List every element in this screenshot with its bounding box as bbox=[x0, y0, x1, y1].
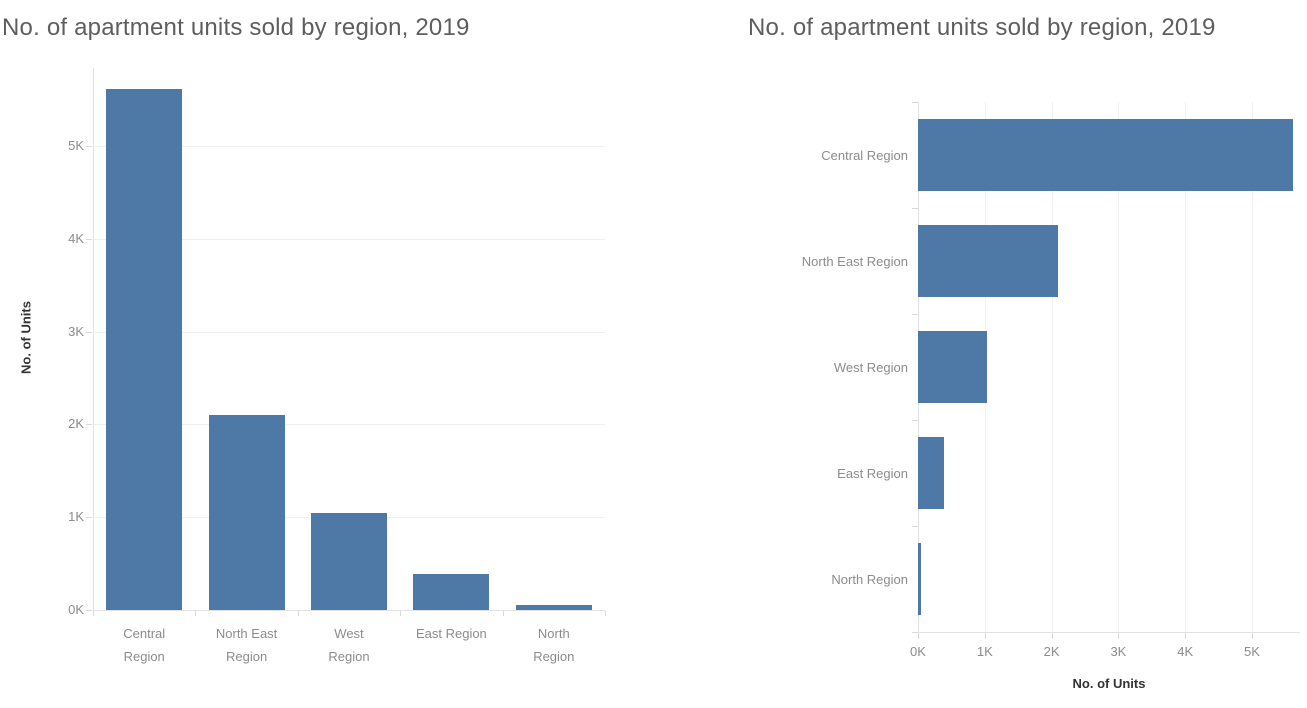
x-baseline bbox=[93, 610, 605, 611]
bar-east-region[interactable] bbox=[413, 573, 490, 610]
y-axis-title: No. of Units bbox=[18, 301, 34, 374]
row-tick-mark bbox=[912, 632, 918, 633]
y-gridline-2K bbox=[93, 424, 605, 426]
bar-east-region[interactable] bbox=[918, 437, 945, 509]
y-axis-line bbox=[93, 68, 94, 610]
y-tick-label-3k: 3K bbox=[68, 323, 84, 339]
y-gridline-3K bbox=[93, 331, 605, 333]
category-label-line: Region bbox=[123, 649, 165, 664]
x-tick-mark bbox=[1185, 633, 1187, 639]
x-tick-label-5k: 5K bbox=[1244, 644, 1260, 659]
y-tick-mark bbox=[86, 610, 92, 611]
x-tick-label-3k: 3K bbox=[1110, 644, 1127, 659]
category-label-line: North East bbox=[215, 626, 278, 641]
x-gridline-4K bbox=[1185, 102, 1187, 632]
category-label-central-region: Central Region bbox=[93, 622, 195, 668]
category-label-line: West bbox=[334, 626, 364, 641]
x-tick-mark bbox=[1118, 633, 1120, 639]
category-tick-mark bbox=[297, 611, 299, 616]
x-tick-label-1k: 1K bbox=[976, 644, 993, 659]
right-chart-title: No. of apartment units sold by region, 2… bbox=[748, 14, 1216, 41]
x-gridline-2K bbox=[1051, 102, 1053, 632]
bar-west-region[interactable] bbox=[918, 331, 988, 403]
bar-north-east-region[interactable] bbox=[208, 415, 285, 610]
y-tick-label-0k: 0K bbox=[68, 602, 84, 617]
y-tick-label-4k: 4K bbox=[68, 230, 84, 246]
y-gridline-4K bbox=[93, 238, 605, 240]
x-tick-mark bbox=[1252, 633, 1253, 639]
x-tick-mark bbox=[1051, 633, 1053, 639]
x-gridline-5K bbox=[1252, 102, 1253, 632]
bar-north-east-region[interactable] bbox=[918, 225, 1059, 297]
category-label-north-east-region: North East Region bbox=[801, 254, 908, 269]
row-tick-mark bbox=[912, 526, 918, 527]
category-label-line: Region bbox=[225, 649, 268, 664]
category-tick-mark bbox=[502, 611, 504, 616]
y-tick-mark bbox=[86, 238, 92, 240]
x-tick-mark bbox=[918, 633, 919, 639]
row-tick-mark bbox=[912, 208, 918, 209]
bar-west-region[interactable] bbox=[311, 513, 387, 610]
x-tick-mark bbox=[984, 633, 986, 639]
x-tick-label-4k: 4K bbox=[1177, 644, 1194, 659]
y-tick-mark bbox=[86, 517, 92, 519]
category-label-north-east-region: North East Region bbox=[195, 622, 297, 668]
x-axis-title: No. of Units bbox=[1072, 676, 1146, 691]
bar-central-region[interactable] bbox=[918, 119, 1293, 191]
left-chart-title: No. of apartment units sold by region, 2… bbox=[2, 14, 470, 41]
category-tick-mark bbox=[93, 611, 94, 616]
x-tick-label-2k: 2K bbox=[1043, 644, 1060, 659]
x-axis-line bbox=[918, 632, 1300, 633]
x-gridline-3K bbox=[1118, 102, 1120, 632]
category-label-north-region: North Region bbox=[831, 572, 908, 587]
category-label-north-region: North Region bbox=[503, 622, 605, 668]
category-tick-mark bbox=[195, 611, 197, 616]
category-label-east-region: East Region bbox=[837, 466, 908, 481]
category-label-line: East Region bbox=[415, 626, 487, 641]
category-tick-mark bbox=[400, 611, 402, 616]
bar-north-region[interactable] bbox=[918, 543, 922, 615]
category-label-line: Region bbox=[533, 649, 575, 664]
bar-north-region[interactable] bbox=[515, 605, 592, 610]
category-label-east-region: East Region bbox=[400, 622, 502, 645]
row-tick-mark bbox=[912, 102, 918, 103]
y-tick-label-5k: 5K bbox=[68, 138, 84, 153]
y-tick-label-1k: 1K bbox=[68, 509, 84, 525]
category-label-west-region: West Region bbox=[298, 622, 400, 668]
row-tick-mark bbox=[912, 420, 918, 421]
x-tick-label-0k: 0K bbox=[910, 644, 926, 659]
y-tick-mark bbox=[86, 331, 92, 333]
category-tick-mark bbox=[605, 611, 606, 616]
category-label-line: North bbox=[537, 626, 570, 641]
y-tick-label-2k: 2K bbox=[68, 416, 84, 432]
category-label-west-region: West Region bbox=[833, 360, 908, 375]
category-label-line: Region bbox=[328, 649, 370, 664]
y-gridline-5K bbox=[93, 146, 605, 147]
bar-central-region[interactable] bbox=[106, 89, 183, 610]
y-tick-mark bbox=[86, 146, 92, 147]
category-label-line: Central bbox=[123, 626, 166, 641]
row-tick-mark bbox=[912, 314, 918, 315]
category-label-central-region: Central Region bbox=[821, 148, 908, 163]
y-tick-mark bbox=[86, 424, 92, 426]
